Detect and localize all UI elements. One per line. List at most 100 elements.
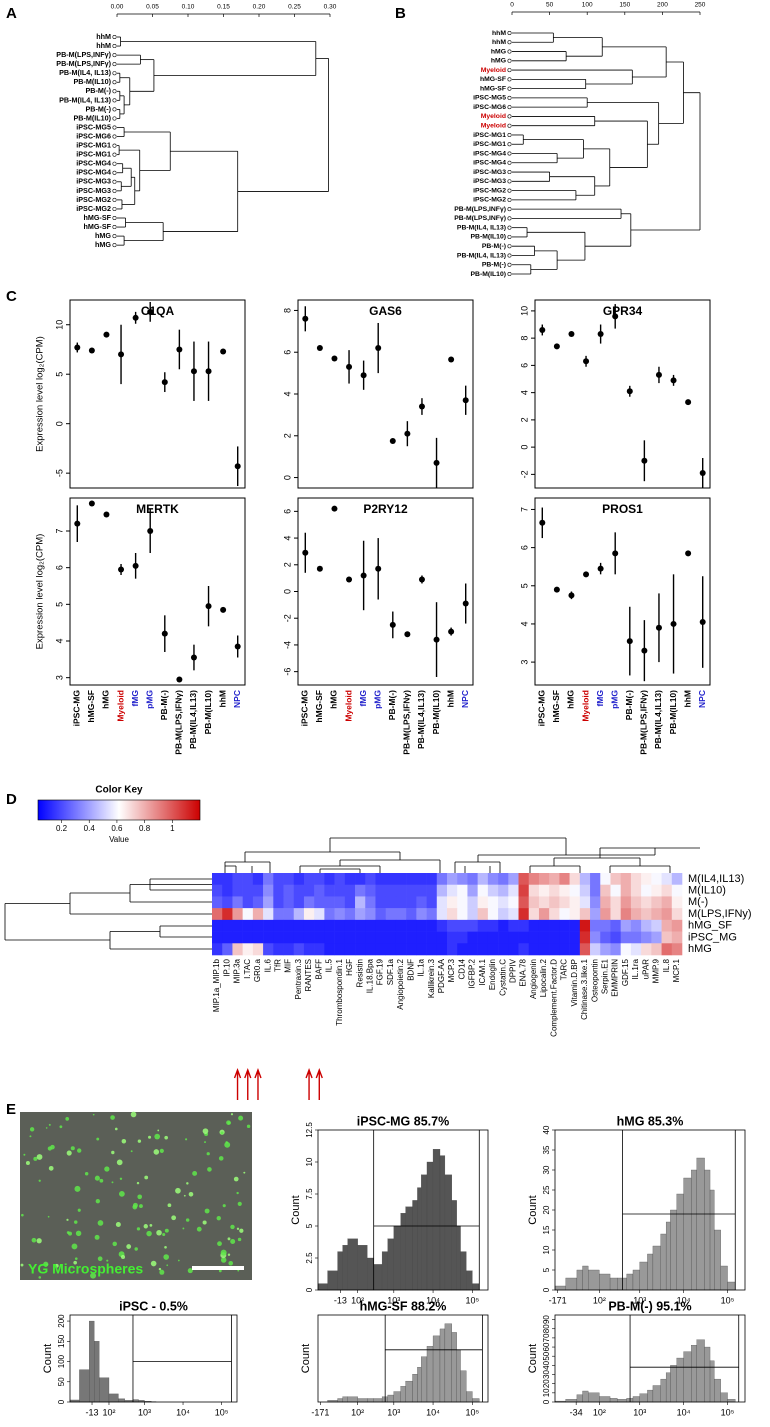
leaf-marker bbox=[507, 86, 512, 91]
bar bbox=[691, 1169, 697, 1291]
heat-cell bbox=[538, 931, 550, 944]
bar bbox=[421, 1174, 428, 1291]
heat-cell bbox=[293, 931, 305, 944]
y-tick-label: 4 bbox=[519, 621, 529, 626]
heat-cell bbox=[252, 873, 264, 886]
plot-frame bbox=[534, 299, 711, 489]
heat-cell bbox=[508, 896, 519, 909]
heat-cell bbox=[355, 884, 366, 897]
heat-cell bbox=[590, 931, 601, 944]
photo-speck bbox=[228, 1260, 234, 1266]
heat-cell bbox=[457, 908, 468, 921]
y-tick-label: 6 bbox=[282, 509, 292, 514]
x-tick-label: PB-M(-) bbox=[387, 690, 397, 720]
point bbox=[331, 505, 338, 512]
heat-cell bbox=[579, 896, 591, 909]
y-tick-label: 6 bbox=[519, 363, 529, 368]
x-tick-label: 10⁵ bbox=[721, 1295, 735, 1305]
y-tick-label: -6 bbox=[282, 668, 292, 676]
photo-speck bbox=[164, 1135, 168, 1140]
heat-cell bbox=[355, 908, 366, 921]
photo-speck bbox=[111, 1150, 115, 1155]
heat-cell bbox=[641, 896, 652, 909]
column-label: MIP.3a bbox=[233, 958, 242, 983]
panel-label: B bbox=[395, 5, 406, 22]
column-label: I.TAC bbox=[243, 959, 252, 979]
heat-cell bbox=[528, 943, 540, 956]
column-label: TARC bbox=[560, 959, 569, 980]
heat-cell bbox=[661, 884, 673, 897]
y-tick-label: 8 bbox=[282, 308, 292, 313]
x-tick-label: 0.20 bbox=[253, 4, 266, 11]
photo-speck bbox=[185, 1138, 188, 1141]
photo-speck bbox=[70, 1146, 75, 1151]
heat-cell bbox=[630, 943, 642, 956]
heat-cell bbox=[273, 896, 284, 909]
point bbox=[375, 345, 382, 352]
bar bbox=[79, 1369, 90, 1403]
photo-speck bbox=[126, 1244, 132, 1249]
leaf-label: iPSC-MG1 bbox=[473, 132, 506, 139]
heat-cell bbox=[283, 896, 295, 909]
photo-speck bbox=[159, 1269, 165, 1275]
leaf-label: iPSC-MG2 bbox=[473, 187, 506, 194]
photo-speck bbox=[188, 1191, 194, 1197]
heat-cell bbox=[344, 896, 356, 909]
heat-cell bbox=[447, 884, 458, 897]
heat-cell bbox=[355, 896, 366, 909]
x-tick-label: hMG bbox=[101, 690, 111, 709]
photo-speck bbox=[175, 1187, 181, 1194]
column-label: Angiogenin bbox=[529, 959, 538, 999]
photo-speck bbox=[220, 1257, 227, 1263]
photo-speck bbox=[115, 1221, 121, 1227]
branch bbox=[477, 847, 700, 862]
heat-cell bbox=[498, 884, 509, 897]
bar bbox=[357, 1245, 368, 1291]
branch bbox=[69, 892, 212, 915]
x-tick-label: PB-M(LPS,IFNγ) bbox=[174, 690, 184, 755]
y-tick-label: 90 bbox=[542, 1315, 551, 1324]
photo-speck bbox=[187, 1268, 193, 1274]
column-label: FGF.19 bbox=[376, 958, 385, 985]
photo-speck bbox=[218, 1269, 222, 1273]
heat-cell bbox=[426, 943, 438, 956]
heat-cell bbox=[590, 884, 601, 897]
bar bbox=[393, 1391, 401, 1403]
y-tick-label: 10 bbox=[542, 1388, 551, 1397]
heat-cell bbox=[222, 919, 233, 932]
photo-speck bbox=[218, 1156, 224, 1161]
point bbox=[103, 331, 110, 338]
y-tick-label: 30 bbox=[542, 1165, 551, 1174]
x-tick-label: NPC bbox=[697, 690, 707, 708]
heat-cell bbox=[232, 919, 243, 932]
leaf-label: iPSC-MG2 bbox=[473, 197, 506, 204]
heat-cell bbox=[538, 943, 550, 956]
heat-cell bbox=[222, 896, 233, 909]
leaf-marker bbox=[112, 62, 117, 67]
x-tick-label: -13 bbox=[334, 1295, 347, 1305]
photo-speck bbox=[116, 1159, 123, 1166]
column-label: Lipocalin.2 bbox=[539, 958, 548, 997]
heat-cell bbox=[314, 884, 325, 897]
heat-cell bbox=[600, 873, 611, 886]
y-tick-label: 40 bbox=[542, 1360, 551, 1369]
x-tick-label: PB-M(IL4,IL13) bbox=[653, 690, 663, 749]
heat-cell bbox=[314, 943, 325, 956]
heat-cell bbox=[518, 884, 530, 897]
bar bbox=[720, 1392, 728, 1403]
heat-cell bbox=[252, 943, 264, 956]
heat-cell bbox=[600, 943, 611, 956]
column-label: uPAR bbox=[641, 959, 650, 980]
column-label: Osteopontin bbox=[590, 959, 599, 1002]
heat-cell bbox=[344, 931, 356, 944]
heat-cell bbox=[242, 873, 254, 886]
heat-cell bbox=[467, 931, 478, 944]
leaf-label: iPSC-MG4 bbox=[473, 160, 506, 167]
heat-cell bbox=[447, 919, 458, 932]
y-tick-label: 5 bbox=[519, 583, 529, 588]
heat-cell bbox=[498, 873, 509, 886]
bar bbox=[444, 1174, 452, 1291]
heat-cell bbox=[528, 908, 540, 921]
photo-speck bbox=[118, 1190, 125, 1197]
photo-speck bbox=[33, 1156, 38, 1161]
